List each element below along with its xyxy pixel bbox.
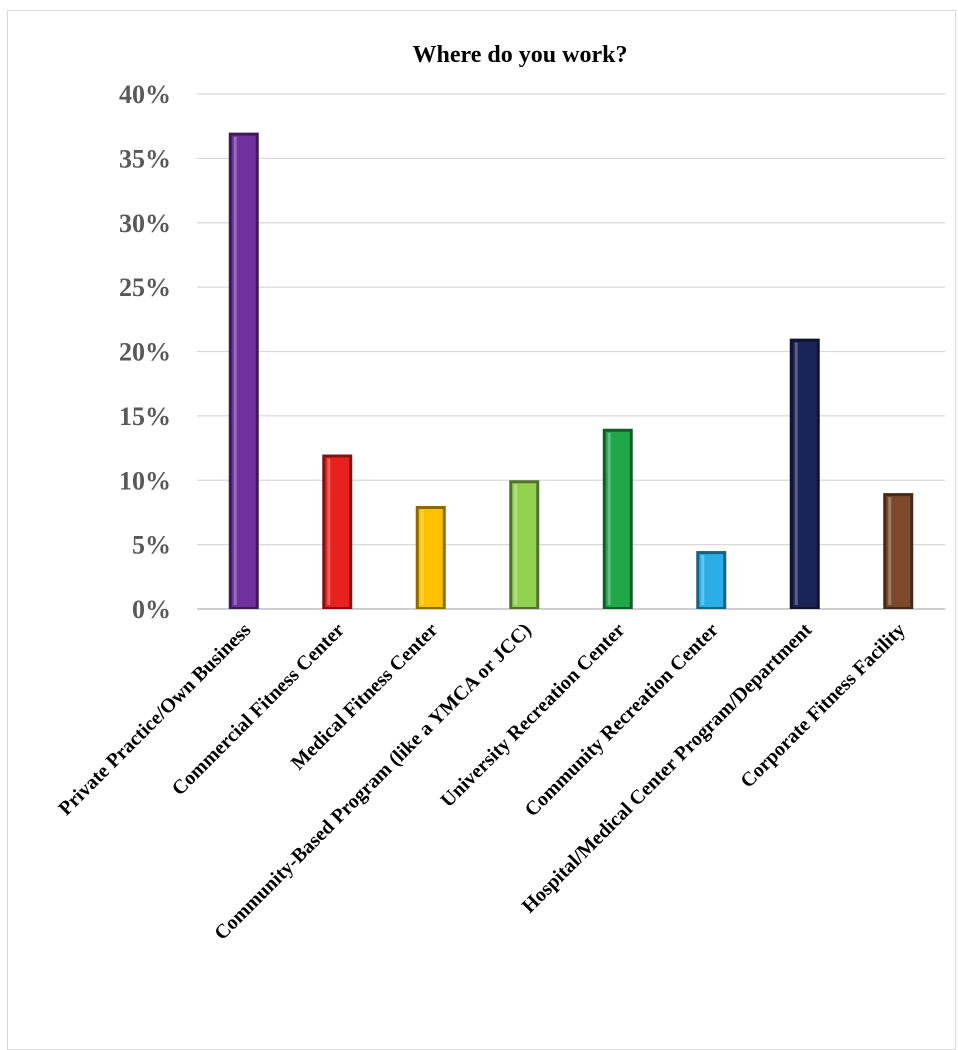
bar-face [512,483,537,607]
x-tick-label: Community Recreation Center [521,619,723,821]
bar [415,506,446,609]
bar-face [231,135,256,607]
y-tick-label: 5% [132,531,171,560]
bar [696,551,727,609]
bar-highlight [233,136,237,605]
bar-highlight [514,484,518,605]
y-tick-label: 15% [119,402,171,431]
bar-face [325,457,350,607]
x-tick-label: University Recreation Center [436,619,629,812]
gridlines [197,93,945,610]
bar-highlight [794,342,798,605]
bar-highlight [420,510,424,605]
bar [883,493,914,609]
x-tick-label: Commercial Fitness Center [168,619,349,800]
bar-face [886,496,911,607]
bar [602,428,633,609]
bar [509,480,540,609]
y-tick-label: 20% [119,338,171,367]
bar-highlight [327,458,331,605]
y-tick-label: 0% [132,595,171,624]
x-tick-label: Corporate Fitness Facility [736,619,909,792]
bar-face [418,509,443,607]
bar [789,338,820,609]
chart-title: Where do you work? [413,42,628,68]
x-axis-ticks: Private Practice/Own BusinessCommercial … [54,619,909,945]
bar [322,454,353,609]
y-axis-ticks: 0% 5% 10% 15% 20% 25% 30% 35% 40% [119,80,171,624]
bar-highlight [701,555,705,605]
y-tick-label: 30% [119,209,171,238]
bar-face [699,554,724,607]
bar-chart: Where do you work? 0% 5% 10% 15% 20% 25% 30% 35… [54,42,945,945]
y-tick-label: 35% [119,144,171,173]
bar [228,132,259,609]
bar-highlight [607,432,611,605]
y-tick-label: 10% [119,466,171,495]
bar-face [792,341,817,607]
x-tick-label: Private Practice/Own Business [54,619,255,820]
bar-highlight [888,497,892,605]
y-tick-label: 25% [119,273,171,302]
bars [228,132,914,609]
x-tick-label: Community-Based Program (like a YMCA or … [210,619,536,945]
bar-face [605,431,630,607]
y-tick-label: 40% [119,80,171,109]
